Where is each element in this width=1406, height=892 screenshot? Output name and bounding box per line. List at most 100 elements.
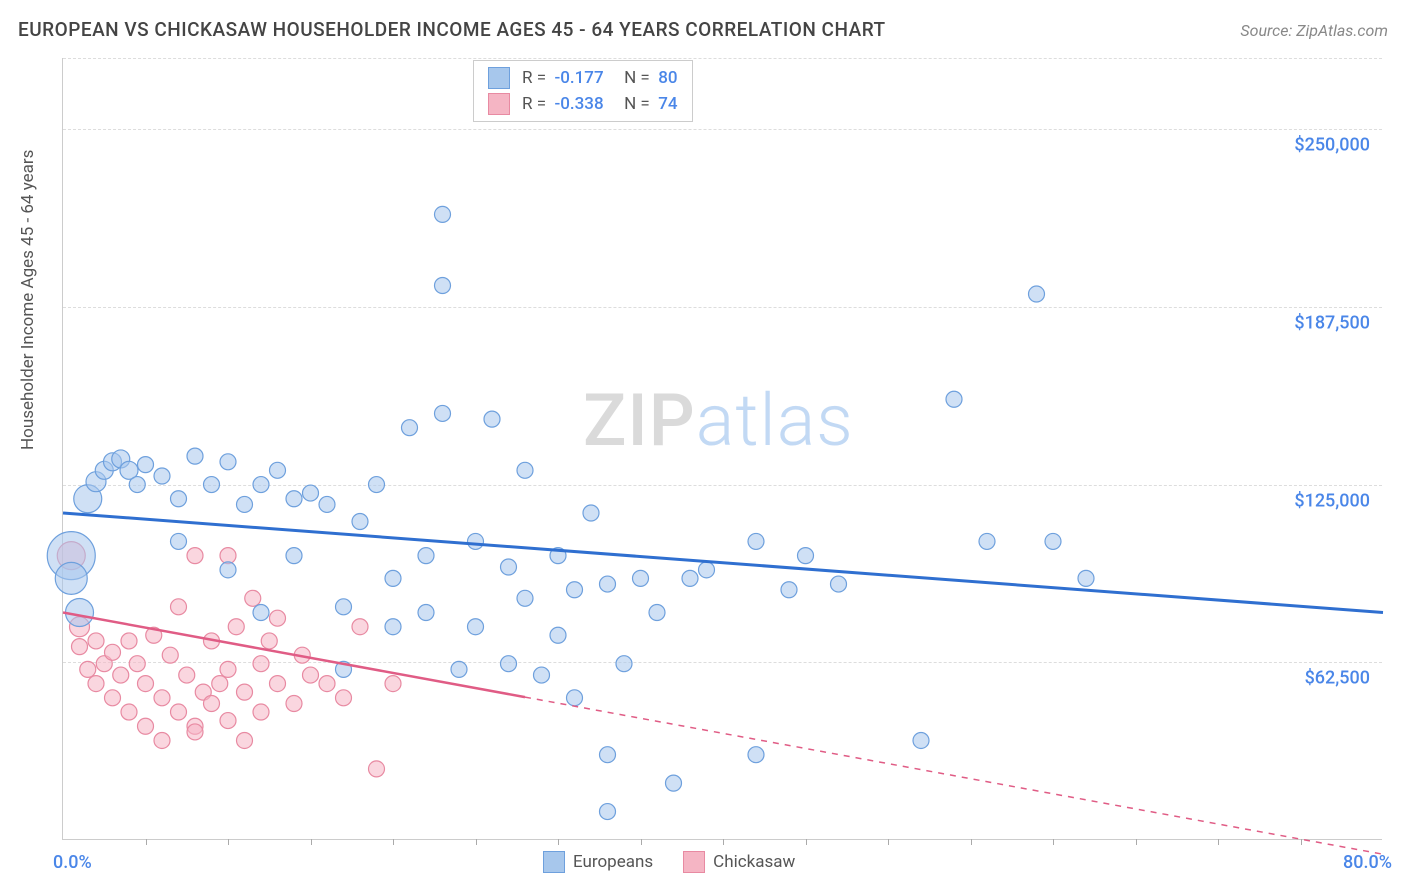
- data-point: [600, 747, 616, 763]
- data-point: [418, 605, 434, 621]
- data-point: [336, 690, 352, 706]
- data-point: [831, 576, 847, 592]
- swatch-europeans: [488, 67, 510, 89]
- data-point: [286, 696, 302, 712]
- data-point: [666, 775, 682, 791]
- x-min-label: 0.0%: [53, 852, 92, 873]
- data-point: [435, 405, 451, 421]
- data-point: [319, 676, 335, 692]
- data-point: [204, 696, 220, 712]
- legend-label-chickasaw: Chickasaw: [713, 852, 795, 872]
- x-tick: [393, 839, 394, 845]
- data-point: [129, 477, 145, 493]
- x-max-label: 80.0%: [1343, 852, 1392, 873]
- x-tick: [476, 839, 477, 845]
- data-point: [220, 713, 236, 729]
- legend-series: Europeans Chickasaw: [543, 851, 795, 873]
- x-tick: [971, 839, 972, 845]
- data-point: [1045, 533, 1061, 549]
- data-point: [319, 496, 335, 512]
- data-point: [633, 570, 649, 586]
- x-tick: [1301, 839, 1302, 845]
- data-point: [171, 533, 187, 549]
- data-point: [253, 656, 269, 672]
- data-point: [88, 676, 104, 692]
- data-point: [253, 477, 269, 493]
- data-point: [385, 570, 401, 586]
- data-point: [187, 548, 203, 564]
- x-tick: [888, 839, 889, 845]
- data-point: [1078, 570, 1094, 586]
- data-point: [616, 656, 632, 672]
- data-point: [501, 559, 517, 575]
- data-point: [220, 661, 236, 677]
- data-point: [80, 661, 96, 677]
- data-point: [220, 454, 236, 470]
- data-point: [550, 627, 566, 643]
- data-point: [303, 667, 319, 683]
- data-point: [600, 804, 616, 820]
- data-point: [220, 562, 236, 578]
- legend-label-europeans: Europeans: [573, 852, 653, 872]
- x-tick: [558, 839, 559, 845]
- data-point: [781, 582, 797, 598]
- data-point: [212, 676, 228, 692]
- data-point: [501, 656, 517, 672]
- data-point: [682, 570, 698, 586]
- data-point: [171, 599, 187, 615]
- data-point: [138, 676, 154, 692]
- legend-item-chickasaw: Chickasaw: [683, 851, 795, 873]
- data-point: [253, 605, 269, 621]
- legend-row-chickasaw: R = -0.338 N = 74: [488, 93, 678, 115]
- data-point: [286, 548, 302, 564]
- data-point: [171, 704, 187, 720]
- data-point: [352, 619, 368, 635]
- data-point: [286, 491, 302, 507]
- data-point: [270, 610, 286, 626]
- data-point: [600, 576, 616, 592]
- data-point: [435, 277, 451, 293]
- data-point: [138, 457, 154, 473]
- data-point: [583, 505, 599, 521]
- data-point: [517, 590, 533, 606]
- data-point: [418, 548, 434, 564]
- x-tick: [146, 839, 147, 845]
- swatch-chickasaw-icon: [683, 851, 705, 873]
- data-point: [369, 761, 385, 777]
- data-point: [129, 656, 145, 672]
- data-point: [270, 676, 286, 692]
- chart-title: EUROPEAN VS CHICKASAW HOUSEHOLDER INCOME…: [18, 18, 886, 41]
- data-point: [228, 619, 244, 635]
- data-point: [237, 496, 253, 512]
- data-point: [237, 684, 253, 700]
- data-point: [451, 661, 467, 677]
- data-point: [55, 562, 87, 594]
- data-point: [748, 747, 764, 763]
- scatter-svg: [63, 58, 1382, 839]
- data-point: [237, 732, 253, 748]
- data-point: [468, 533, 484, 549]
- x-tick: [1218, 839, 1219, 845]
- x-tick: [723, 839, 724, 845]
- data-point: [979, 533, 995, 549]
- data-point: [154, 690, 170, 706]
- data-point: [649, 605, 665, 621]
- legend-item-europeans: Europeans: [543, 851, 653, 873]
- data-point: [402, 420, 418, 436]
- data-point: [1029, 286, 1045, 302]
- data-point: [913, 732, 929, 748]
- data-point: [270, 462, 286, 478]
- data-point: [154, 732, 170, 748]
- trend-line: [525, 697, 1383, 854]
- data-point: [121, 633, 137, 649]
- data-point: [261, 633, 277, 649]
- data-point: [253, 704, 269, 720]
- data-point: [105, 644, 121, 660]
- data-point: [567, 582, 583, 598]
- x-tick: [806, 839, 807, 845]
- x-tick: [311, 839, 312, 845]
- data-point: [369, 477, 385, 493]
- swatch-chickasaw: [488, 93, 510, 115]
- data-point: [162, 647, 178, 663]
- data-point: [946, 391, 962, 407]
